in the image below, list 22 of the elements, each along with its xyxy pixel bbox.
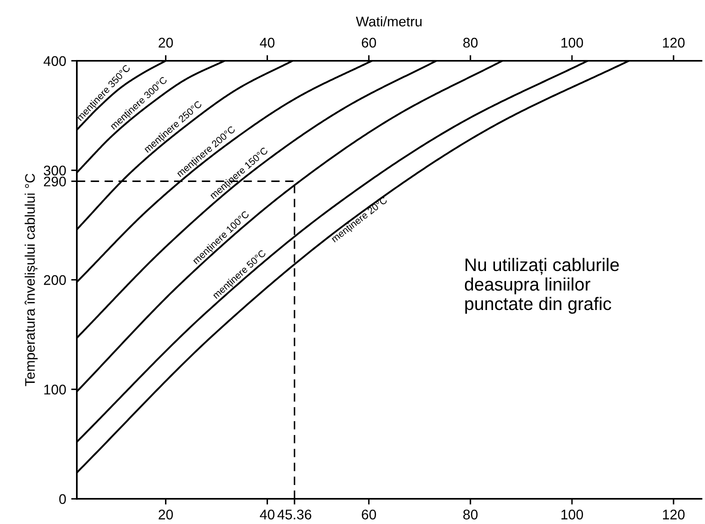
x-tick-label: 45.36	[277, 510, 312, 520]
y-tick-label: 290	[44, 176, 66, 186]
x2-tick-label: 40	[260, 38, 274, 48]
x2-tick-label: 60	[362, 38, 376, 48]
x-tick-label: 100	[561, 510, 584, 520]
x-tick-label: 20	[158, 510, 173, 520]
x2-axis-title: Wati/metru	[356, 16, 422, 26]
x2-tick-label: 80	[463, 38, 478, 48]
x2-tick-label: 120	[663, 38, 685, 48]
x-tick-label: 80	[463, 510, 478, 520]
y-tick-label: 200	[44, 275, 66, 285]
x-tick-label: 60	[362, 510, 376, 520]
y-tick-label: 300	[44, 166, 66, 176]
y-tick-label: 400	[44, 56, 66, 66]
x2-tick-label: 20	[158, 38, 173, 48]
annotation: Nu utilizați cablurile deasupra liniilor punctate din grafic	[464, 258, 619, 314]
x-tick-label: 120	[663, 510, 685, 520]
y-tick-label: 100	[44, 384, 66, 394]
x2-tick-label: 100	[561, 38, 584, 48]
x-tick-label: 40	[260, 510, 274, 520]
y-axis-title: Temperatura învelișului cablului °C	[24, 174, 38, 386]
y-tick-label: 0	[59, 494, 66, 504]
